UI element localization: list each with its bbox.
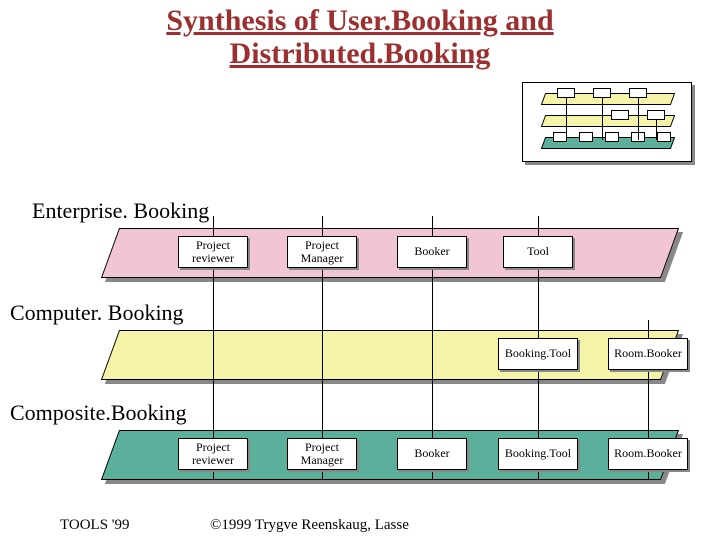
node-m3: Booker <box>397 438 467 470</box>
title-line1: Synthesis of User.Booking and <box>166 4 553 37</box>
node-m1: Project reviewer <box>178 438 248 470</box>
node-m4: Booking.Tool <box>498 438 578 470</box>
enterprise-label: Enterprise. Booking <box>32 198 209 224</box>
node-m5: Room.Booker <box>608 438 688 470</box>
node-c2: Room.Booker <box>608 338 688 370</box>
footer-center: ©1999 Trygve Reenskaug, Lasse <box>210 517 409 534</box>
node-e4: Tool <box>503 236 573 268</box>
node-c1: Booking.Tool <box>498 338 578 370</box>
node-e1: Project reviewer <box>178 236 248 268</box>
computer-label: Computer. Booking <box>10 300 184 326</box>
node-e3: Booker <box>397 236 467 268</box>
mini-diagram <box>522 82 692 162</box>
title-line2: Distributed.Booking <box>230 37 491 70</box>
node-m2: Project Manager <box>287 438 357 470</box>
composite-label: Composite.Booking <box>10 400 187 426</box>
footer-left: TOOLS '99 <box>60 517 130 534</box>
node-e2: Project Manager <box>287 236 357 268</box>
